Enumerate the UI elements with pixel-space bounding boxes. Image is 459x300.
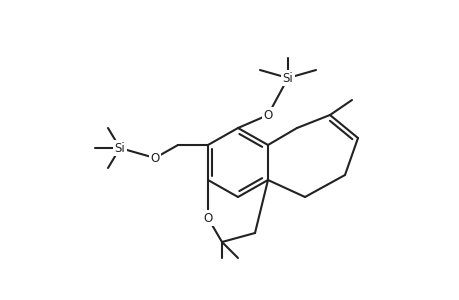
Text: Si: Si xyxy=(282,71,293,85)
Text: O: O xyxy=(150,152,159,164)
Text: Si: Si xyxy=(114,142,125,154)
Text: O: O xyxy=(203,212,212,224)
Text: O: O xyxy=(263,109,272,122)
